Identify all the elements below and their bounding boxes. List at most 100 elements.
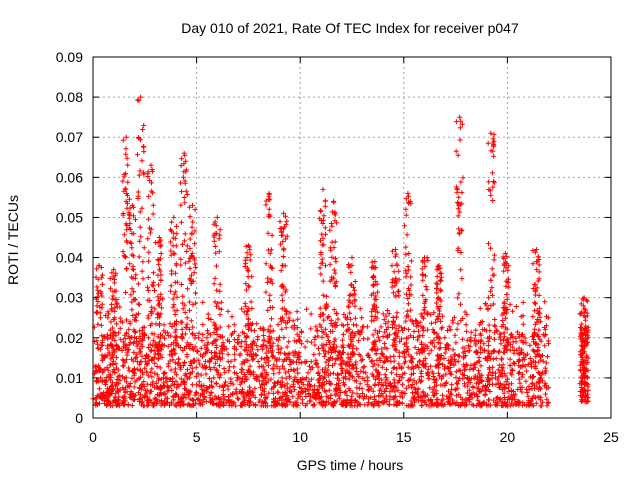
data-point	[460, 175, 466, 181]
data-point	[310, 403, 316, 409]
data-point	[266, 339, 272, 344]
data-point	[150, 270, 156, 276]
data-point	[509, 366, 515, 372]
data-point	[578, 367, 584, 373]
data-point	[322, 403, 328, 409]
data-point	[231, 346, 237, 352]
data-point	[477, 305, 483, 311]
data-point	[296, 337, 302, 343]
data-point	[327, 346, 333, 352]
data-point	[507, 356, 513, 362]
data-point	[192, 333, 198, 339]
data-point	[155, 351, 161, 357]
data-point	[411, 329, 417, 334]
data-point	[193, 290, 198, 296]
data-point	[408, 307, 414, 313]
data-point	[109, 351, 115, 357]
data-point	[535, 347, 541, 353]
data-point	[312, 342, 318, 348]
data-point	[323, 293, 329, 299]
data-point	[269, 232, 275, 238]
data-point	[472, 361, 478, 367]
data-point	[187, 236, 193, 242]
data-point	[284, 344, 290, 350]
data-point	[204, 385, 210, 391]
data-point	[365, 336, 371, 342]
data-point	[167, 358, 173, 364]
data-point	[273, 398, 279, 404]
data-point	[347, 293, 353, 299]
data-point	[446, 324, 452, 330]
data-point	[440, 392, 445, 398]
data-point	[524, 390, 530, 395]
data-point	[369, 347, 375, 352]
data-point	[403, 252, 409, 258]
data-point	[434, 316, 440, 322]
data-point	[381, 317, 387, 323]
data-point	[450, 320, 456, 326]
data-point	[114, 377, 120, 382]
data-point	[530, 286, 536, 291]
data-point	[318, 238, 323, 244]
data-point	[333, 259, 339, 265]
data-point	[218, 334, 224, 340]
data-point	[473, 380, 479, 386]
data-point	[145, 361, 151, 367]
data-point	[114, 304, 120, 310]
data-point	[370, 264, 376, 270]
data-point	[303, 394, 309, 399]
data-point	[209, 379, 214, 385]
data-point	[406, 287, 412, 293]
data-point	[139, 395, 145, 401]
data-point	[129, 286, 135, 292]
data-point	[372, 308, 378, 314]
data-point	[350, 352, 356, 358]
data-point	[212, 360, 218, 366]
data-point	[131, 327, 137, 333]
data-point	[519, 374, 525, 380]
data-point	[455, 358, 461, 364]
data-point	[583, 381, 589, 387]
data-point	[408, 258, 414, 264]
data-point	[286, 368, 291, 374]
data-point	[284, 398, 290, 404]
data-point	[477, 331, 483, 337]
data-point	[382, 345, 388, 351]
data-point	[482, 392, 488, 398]
data-point	[139, 353, 145, 359]
data-point	[216, 363, 222, 369]
data-point	[219, 343, 225, 349]
data-point	[320, 235, 326, 241]
data-point	[438, 288, 444, 294]
data-point	[93, 363, 99, 369]
data-point	[537, 336, 543, 342]
data-point	[403, 244, 409, 250]
data-point	[381, 359, 387, 365]
data-point	[584, 298, 590, 304]
data-point	[139, 268, 145, 274]
data-point	[108, 377, 113, 383]
data-point	[129, 375, 135, 381]
data-point	[329, 239, 335, 245]
data-point	[455, 381, 461, 387]
data-point	[313, 395, 319, 401]
data-point	[352, 333, 358, 339]
data-point	[577, 381, 583, 387]
data-point	[423, 273, 428, 279]
data-point	[308, 326, 314, 332]
data-point	[400, 382, 405, 388]
data-point	[214, 401, 219, 407]
data-point	[225, 359, 231, 365]
data-point	[178, 262, 184, 268]
data-point	[239, 339, 245, 345]
data-point	[491, 301, 497, 307]
data-point	[185, 402, 191, 408]
data-point	[500, 399, 506, 405]
data-point	[312, 391, 318, 397]
data-point	[259, 392, 264, 398]
data-point	[406, 352, 412, 358]
data-point	[415, 334, 421, 340]
data-point	[458, 179, 464, 185]
data-point	[130, 263, 136, 269]
data-point	[374, 357, 380, 363]
